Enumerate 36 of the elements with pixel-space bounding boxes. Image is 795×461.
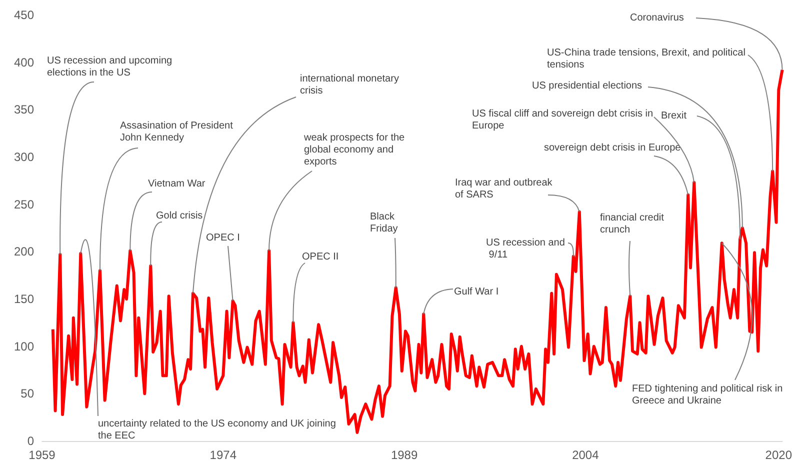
annotation: Gulf War I [454, 286, 499, 298]
x-tick-label: 1974 [210, 448, 237, 461]
annotation: Vietnam War [148, 178, 206, 190]
y-tick-label: 350 [14, 102, 34, 117]
annotation: financial credit crunch [600, 212, 667, 236]
annotation: uncertainty related to the US economy and UK joining the EEC [98, 418, 339, 442]
annotation: OPEC II [302, 252, 339, 262]
x-tick-label: 1959 [28, 448, 56, 461]
annotation: Black Friday [370, 212, 398, 234]
annotation: Iraq war and outbreak of SARS [455, 178, 556, 200]
y-tick-label: 0 [27, 434, 34, 448]
y-tick-label: 300 [14, 150, 34, 164]
y-tick-label: 50 [20, 386, 34, 401]
y-tick-label: 400 [14, 55, 34, 70]
annotation: US fiscal cliff and sovereign debt crisis in Europe [472, 108, 656, 132]
annotation: OPEC I [206, 232, 240, 244]
y-tick-label: 200 [14, 244, 34, 259]
x-tick-label: 2020 [765, 448, 792, 461]
annotation: US recession and 9/11 [486, 238, 565, 260]
x-tick-label: 1989 [390, 448, 418, 461]
annotation: US presidential elections [532, 80, 642, 92]
x-tick-label: 2004 [572, 448, 600, 461]
annotation: Brexit [661, 110, 687, 122]
y-tick-label: 150 [14, 292, 34, 306]
annotation: US recession and upcoming elections in the US [47, 56, 175, 78]
annotation: FED tightening and political risk in Greece and Ukraine [632, 384, 786, 406]
annotation: sovereign debt crisis in Europe [544, 142, 682, 154]
annotation: international monetary crisis [300, 74, 402, 96]
annotation: weak prospects for the global economy and exports [303, 132, 408, 168]
y-tick-label: 450 [14, 8, 34, 22]
y-tick-label: 250 [14, 197, 34, 212]
annotation: Assasination of President John Kennedy [120, 120, 236, 144]
annotation: Gold crisis [156, 210, 203, 222]
y-tick-label: 100 [14, 339, 34, 354]
annotation: Coronavirus [630, 12, 684, 24]
annotation: US-China trade tensions, Brexit, and political tensions [547, 48, 748, 70]
